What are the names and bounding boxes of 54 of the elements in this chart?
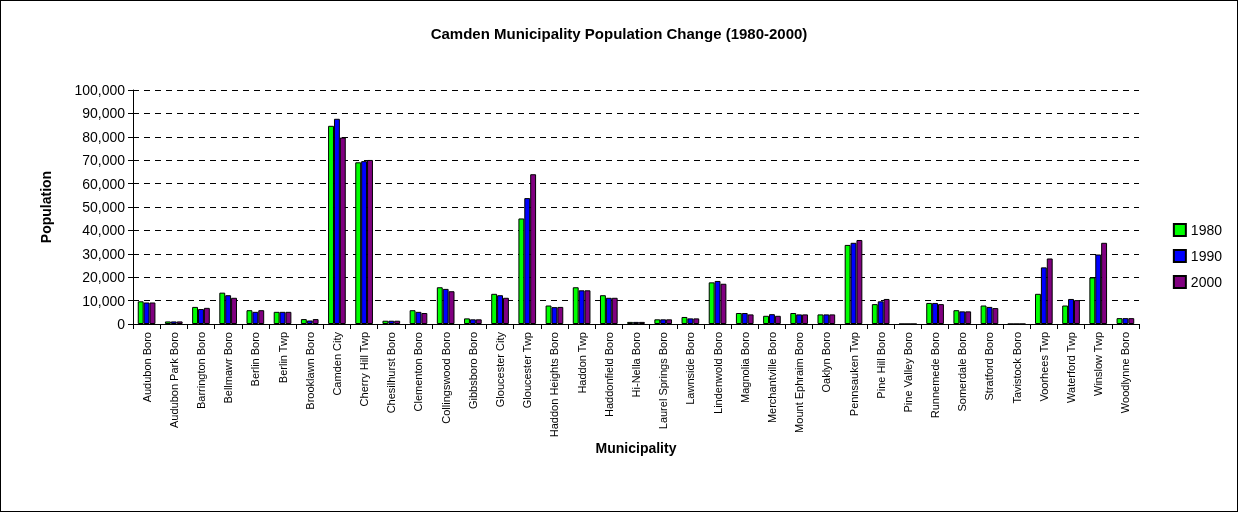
x-tick-label: Cherry Hill Twp (358, 332, 371, 407)
x-tick-label: Lindenwold Boro (711, 332, 724, 414)
x-tick-label: Audubon Boro (140, 332, 153, 403)
x-tick-label: Voorhees Twp (1037, 332, 1050, 402)
x-tick-label: Tavistock Boro (1010, 332, 1023, 404)
x-tick-label: Haddon Heights Boro (548, 332, 561, 438)
x-tick-label: Stratford Boro (983, 332, 996, 401)
legend-label: 1990 (1190, 248, 1223, 264)
legend-label: 1980 (1190, 222, 1223, 238)
x-tick-label: Haddonfield Boro (602, 332, 615, 418)
y-tick-label: 10,000 (82, 292, 126, 309)
x-axis-title: Municipality (595, 440, 677, 457)
x-tick-label: Barrington Boro (194, 332, 207, 410)
x-tick-label: Merchantville Boro (765, 332, 778, 424)
x-tick-label: Waterford Twp (1065, 332, 1078, 403)
x-tick-label: Magnolia Boro (738, 332, 751, 403)
x-tick-label: Berlin Boro (249, 332, 262, 387)
x-tick-label: Laurel Springs Boro (657, 332, 670, 430)
x-tick-label: Haddon Twp (575, 332, 588, 394)
x-tick-label: Chesilhurst Boro (385, 332, 398, 414)
chart-title: Camden Municipality Population Change (1980-2000) (430, 25, 808, 42)
x-tick-label: Winslow Twp (1092, 332, 1105, 396)
x-tick-label: Brooklawn Boro (303, 332, 316, 410)
y-tick-label: 90,000 (82, 105, 126, 122)
x-tick-label: Berlin Twp (276, 332, 289, 384)
x-tick-label: Gibbsboro Boro (466, 332, 479, 410)
y-tick-label: 50,000 (82, 199, 126, 215)
x-tick-label: Bellmawr Boro (222, 332, 235, 404)
x-tick-label: Mount Ephraim Boro (793, 332, 806, 433)
x-tick-label: Pennsauken Twp (847, 332, 860, 417)
x-tick-label: Oaklyn Boro (820, 332, 833, 393)
y-tick-label: 60,000 (82, 175, 126, 192)
x-tick-label: Somerdale Boro (956, 332, 969, 412)
x-tick-label: Gloucester City (494, 331, 507, 408)
x-tick-label: Clementon Boro (412, 332, 425, 412)
x-tick-label: Hi-Nella Boro (630, 332, 642, 398)
y-tick-label: 20,000 (82, 269, 126, 286)
y-axis-title: Population (38, 170, 54, 244)
x-tick-label: Pine Hill Boro (874, 332, 887, 399)
x-tick-label: Gloucester Twp (521, 332, 534, 409)
x-tick-label: Runnemede Boro (929, 332, 942, 419)
y-tick-label: 0 (117, 316, 126, 332)
x-tick-label: Woodlynne Boro (1119, 332, 1132, 414)
y-tick-label: 100,000 (74, 82, 126, 98)
x-tick-label: Camden City (330, 331, 343, 396)
x-tick-label: Collingswood Boro (439, 332, 452, 424)
y-tick-label: 70,000 (82, 152, 126, 169)
y-tick-label: 30,000 (82, 245, 126, 262)
x-tick-label: Lawnside Boro (684, 332, 697, 405)
x-tick-label: Pine Valley Boro (901, 332, 914, 413)
y-tick-label: 80,000 (82, 128, 126, 145)
legend-label: 2000 (1190, 274, 1223, 290)
y-tick-label: 40,000 (82, 222, 126, 239)
x-tick-label: Audubon Park Boro (167, 332, 180, 429)
